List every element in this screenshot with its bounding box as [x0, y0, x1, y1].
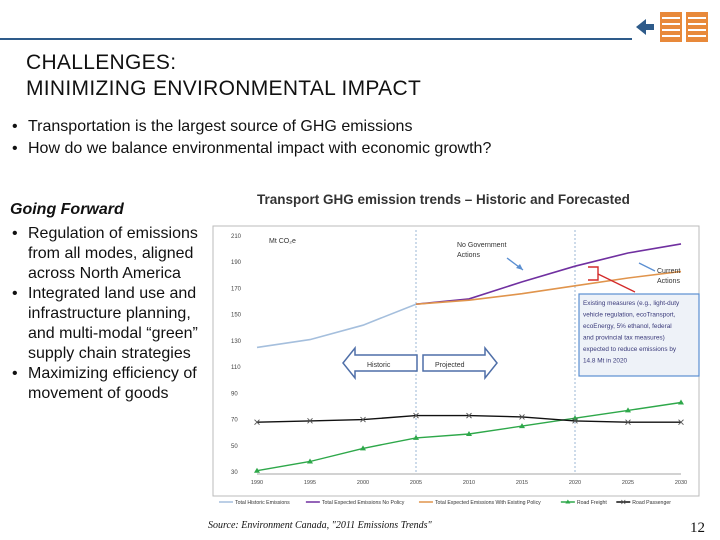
series-point [625, 407, 631, 413]
x-axis: 1990 1995 2000 2005 2010 2015 2020 2025 2030 [251, 473, 687, 486]
series-point [254, 419, 260, 425]
legend: Total Historic Emissions Total Expected E… [219, 499, 671, 506]
y-tick-label: 70 [231, 418, 238, 424]
reduction-bracket [588, 266, 599, 281]
series-line-0 [256, 303, 417, 349]
chart-title: Transport GHG emission trends – Historic… [257, 192, 630, 207]
series-point [519, 414, 525, 420]
emissions-chart: Transport GHG emission trends – Historic… [212, 192, 700, 506]
measures-line: ecoEnergy, 5% ethanol, federal [583, 323, 672, 330]
x-tick-label: 2025 [622, 480, 634, 486]
x-tick-label: 2030 [675, 480, 687, 486]
series-point [466, 430, 472, 436]
measures-text: Existing measures (e.g., light-duty vehic… [583, 300, 680, 365]
historic-label: Historic [367, 362, 391, 369]
series-line-2 [415, 270, 682, 305]
source-note: Source: Environment Canada, "2011 Emissi… [208, 520, 432, 531]
series-point [307, 458, 313, 464]
title-line-1: CHALLENGES: [26, 51, 177, 74]
y-tick-label: 170 [231, 286, 242, 292]
series-group [254, 243, 684, 473]
legend-marker [565, 499, 571, 504]
x-tick-label: 2015 [516, 480, 528, 486]
historic-arrow [342, 345, 418, 381]
no-gov-arrowhead-icon [516, 264, 523, 270]
measures-line: Existing measures (e.g., light-duty [583, 300, 680, 307]
no-gov-line-2: Actions [457, 252, 480, 259]
legend-label: Total Expected Emissions No Policy [322, 500, 405, 506]
series-point [572, 418, 578, 424]
series-point [360, 416, 366, 423]
series-point [254, 467, 260, 473]
projected-label: Projected [435, 362, 465, 369]
legend-label: Total Historic Emissions [235, 500, 290, 506]
y-unit-label: Mt CO₂e [269, 238, 296, 245]
y-axis: 30 50 70 90 110 130 150 170 190 210 [231, 234, 242, 476]
measures-box [578, 293, 700, 377]
header-rule [0, 38, 632, 40]
projected-arrow [422, 345, 498, 381]
legend-label: Road Freight [577, 500, 608, 506]
y-tick-label: 210 [231, 234, 242, 240]
series-point [625, 419, 631, 425]
no-gov-label: No Government Actions [457, 242, 508, 259]
going-forward-heading: Going Forward [10, 201, 124, 218]
y-tick-label: 110 [231, 365, 241, 371]
top-bullet: Transportation is the largest source of … [10, 116, 491, 138]
measures-line: vehicle regulation, ecoTransport, [583, 312, 676, 319]
header-bar [0, 4, 720, 44]
left-bullet: Maximizing efficiency of movement of goo… [10, 364, 205, 404]
measures-line: expected to reduce emissions by [583, 346, 677, 353]
y-tick-label: 190 [231, 260, 242, 266]
legend-label: Total Expected Emissions With Existing P… [435, 500, 541, 506]
y-tick-label: 30 [231, 470, 238, 476]
y-tick-label: 150 [231, 313, 242, 319]
y-tick-label: 50 [231, 444, 238, 450]
series-point [360, 445, 366, 451]
page-number: 12 [690, 520, 705, 536]
left-bullet-list: Regulation of emissions from all modes, … [10, 224, 205, 404]
slide-title: CHALLENGES: MINIMIZING ENVIRONMENTAL IMP… [26, 50, 421, 102]
current-line-2: Actions [657, 278, 680, 285]
series-point [466, 412, 472, 419]
top-bullet-list: Transportation is the largest source of … [10, 116, 491, 160]
legend-marker [621, 499, 626, 505]
series-point [413, 412, 419, 419]
x-tick-label: 2005 [410, 480, 422, 486]
series-line-3 [256, 401, 682, 472]
logo-icon [632, 10, 712, 44]
current-pointer [638, 262, 656, 272]
current-line-1: Current [657, 268, 680, 275]
x-tick-label: 1990 [251, 480, 263, 486]
title-line-2: MINIMIZING ENVIRONMENTAL IMPACT [26, 77, 422, 100]
series-line-1 [415, 243, 682, 305]
series-point [678, 419, 684, 425]
series-point [519, 423, 525, 429]
current-label: Current Actions [657, 268, 682, 285]
x-tick-label: 1995 [304, 480, 316, 486]
no-gov-line-1: No Government [457, 242, 506, 249]
series-point [413, 434, 419, 440]
series-line-4 [256, 414, 681, 423]
legend-label: Road Passenger [632, 500, 671, 506]
series-point [678, 399, 684, 405]
series-point [307, 418, 313, 424]
y-tick-label: 90 [231, 391, 238, 397]
top-bullet: How do we balance environmental impact w… [10, 138, 491, 160]
measures-line: and provincial tax measures) [583, 335, 665, 342]
left-bullet: Regulation of emissions from all modes, … [10, 224, 205, 284]
left-bullet: Integrated land use and infrastructure p… [10, 284, 205, 364]
x-tick-label: 2020 [569, 480, 581, 486]
y-tick-label: 130 [231, 339, 242, 345]
x-tick-label: 2010 [463, 480, 475, 486]
x-tick-label: 2000 [357, 480, 369, 486]
measures-line: 14.8 Mt in 2020 [583, 358, 628, 365]
reduction-pointer [597, 273, 636, 293]
